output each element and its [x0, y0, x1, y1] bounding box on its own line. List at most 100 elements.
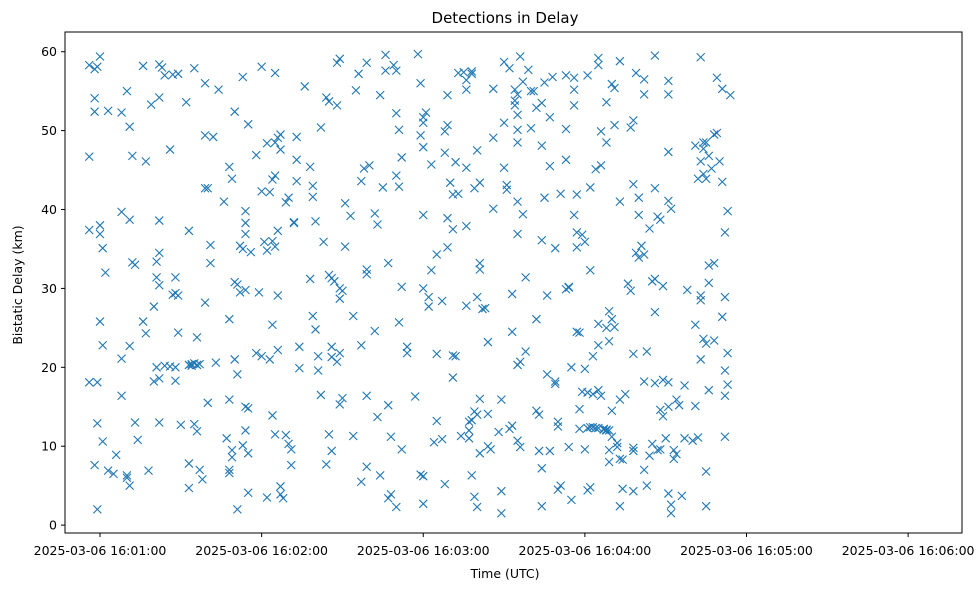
data-point — [521, 347, 531, 356]
data-point — [276, 145, 285, 154]
data-point — [418, 499, 428, 509]
data-point — [467, 471, 477, 480]
data-point — [580, 237, 590, 247]
data-point — [327, 446, 337, 456]
data-point — [556, 481, 566, 491]
data-point — [154, 373, 164, 383]
data-point — [715, 157, 724, 166]
data-point — [356, 477, 366, 487]
data-point — [443, 90, 452, 100]
data-point — [701, 501, 711, 511]
y-tick-label: 0 — [49, 518, 57, 533]
data-point — [496, 395, 506, 405]
data-point — [680, 381, 689, 390]
data-point — [572, 190, 582, 199]
data-point — [699, 144, 708, 154]
x-tick-label: 2025-03-06 16:06:00 — [842, 543, 975, 558]
data-point — [658, 411, 668, 421]
data-point — [125, 215, 135, 225]
data-point — [197, 474, 207, 484]
data-point — [424, 292, 434, 302]
data-point — [464, 433, 474, 443]
data-point — [461, 301, 471, 311]
data-point — [650, 307, 660, 317]
data-point — [709, 130, 719, 139]
data-point — [526, 86, 536, 96]
data-point — [335, 348, 345, 358]
data-point — [623, 279, 633, 289]
data-point — [461, 75, 471, 85]
data-point — [375, 90, 385, 100]
data-point — [184, 483, 194, 493]
data-point — [273, 345, 283, 355]
data-point — [117, 207, 126, 217]
data-point — [445, 178, 455, 188]
data-point — [639, 250, 649, 259]
data-point — [599, 424, 609, 434]
data-point — [704, 261, 714, 270]
data-point — [383, 400, 393, 410]
data-point — [348, 311, 358, 321]
data-point — [154, 93, 164, 102]
data-point — [650, 51, 660, 61]
chart-title: Detections in Delay — [432, 9, 579, 27]
data-point — [224, 162, 234, 172]
data-point — [515, 52, 525, 61]
data-point — [615, 197, 625, 207]
data-point — [268, 175, 277, 184]
data-point — [475, 178, 485, 188]
data-point — [596, 127, 606, 136]
data-point — [575, 424, 584, 434]
data-point — [523, 65, 533, 75]
data-point — [596, 391, 606, 401]
data-point — [84, 377, 94, 387]
data-point — [206, 258, 215, 268]
data-point — [704, 278, 714, 288]
data-point — [513, 89, 522, 99]
markers-layer — [84, 49, 735, 518]
data-point — [152, 272, 161, 282]
data-point — [639, 89, 649, 99]
data-point — [171, 362, 180, 372]
data-point — [321, 93, 331, 102]
data-point — [567, 362, 576, 372]
data-point — [402, 348, 412, 358]
data-point — [540, 78, 549, 87]
data-point — [548, 72, 557, 82]
data-point — [144, 466, 153, 476]
data-point — [257, 351, 267, 361]
data-point — [375, 471, 385, 480]
data-point — [292, 155, 302, 165]
data-point — [480, 303, 490, 313]
data-point — [561, 124, 571, 134]
data-point — [572, 243, 582, 252]
data-point — [195, 465, 205, 475]
data-point — [402, 342, 412, 352]
data-point — [440, 479, 450, 489]
data-point — [292, 132, 302, 142]
data-point — [103, 106, 113, 116]
data-point — [184, 459, 194, 468]
data-point — [645, 224, 654, 233]
data-point — [192, 360, 202, 370]
data-point — [542, 370, 552, 379]
data-point — [138, 317, 148, 326]
data-point — [362, 269, 372, 279]
data-point — [200, 183, 210, 193]
data-point — [701, 174, 711, 184]
data-point — [607, 406, 617, 416]
data-point — [618, 484, 627, 494]
data-point — [426, 160, 436, 169]
data-point — [602, 323, 611, 333]
data-point — [370, 326, 380, 336]
data-point — [351, 85, 361, 95]
data-point — [192, 332, 202, 342]
data-point — [690, 320, 700, 330]
data-point — [227, 445, 237, 455]
data-point — [224, 465, 234, 475]
data-point — [518, 77, 528, 87]
data-point — [464, 417, 474, 427]
data-point — [515, 442, 525, 452]
data-point — [364, 160, 374, 170]
data-point — [362, 391, 372, 401]
